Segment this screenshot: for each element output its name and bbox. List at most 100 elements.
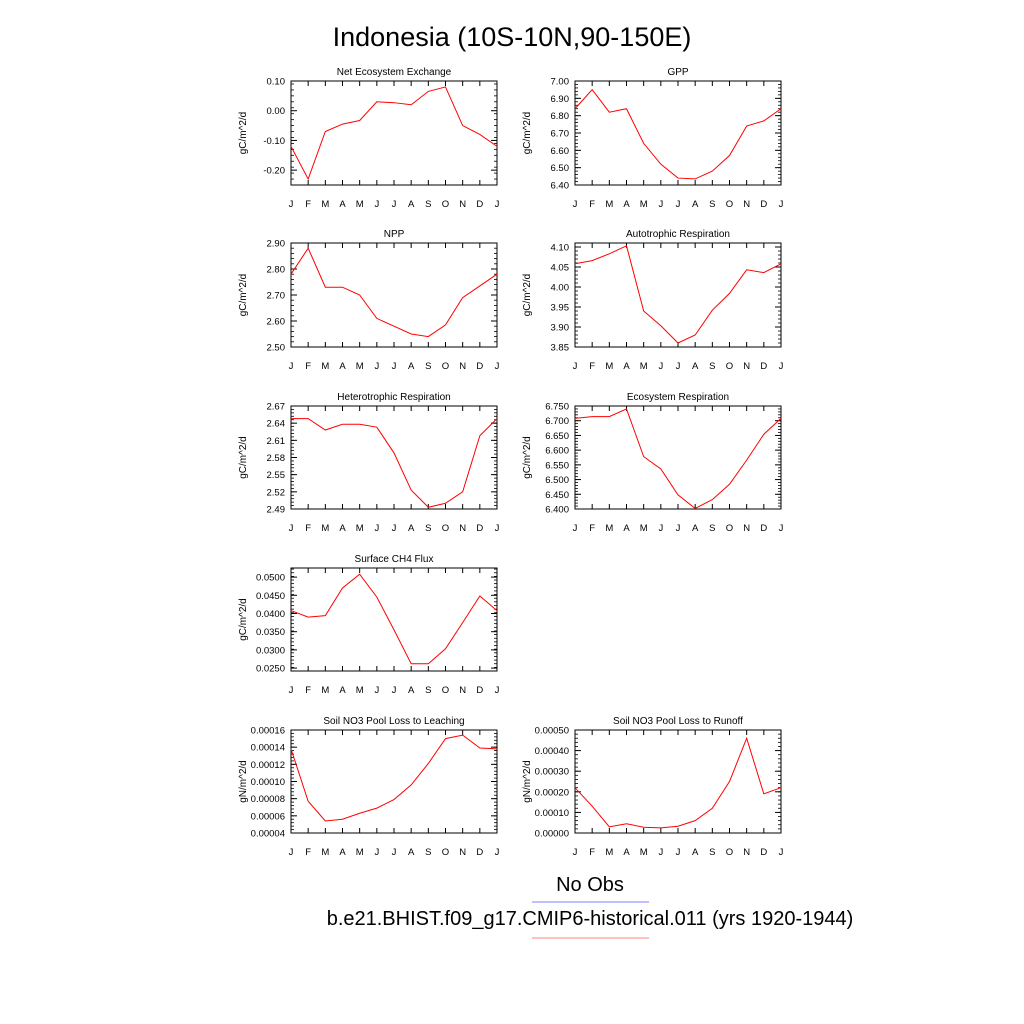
series-line <box>574 408 782 510</box>
x-tick-label: O <box>726 199 733 210</box>
panel-title: Soil NO3 Pool Loss to Runoff <box>613 716 743 727</box>
x-tick-label: J <box>658 361 663 372</box>
y-axis-label: gC/m^2/d <box>238 112 249 155</box>
y-tick-label: 6.650 <box>545 431 569 442</box>
y-tick-label: 7.00 <box>551 77 570 88</box>
y-tick-label: 2.60 <box>267 317 286 328</box>
x-tick-label: S <box>709 361 715 372</box>
x-tick-label: A <box>408 523 415 534</box>
y-tick-label: 6.600 <box>545 446 569 457</box>
y-tick-label: 0.10 <box>267 77 286 88</box>
x-tick-label: J <box>676 847 681 858</box>
y-axis-label: gC/m^2/d <box>238 274 249 317</box>
x-tick-label: A <box>623 199 630 210</box>
y-axis-label: gN/m^2/d <box>238 760 249 803</box>
x-tick-label: F <box>589 361 595 372</box>
x-tick-label: J <box>392 685 397 696</box>
x-tick-label: A <box>623 847 630 858</box>
x-tick-label: M <box>605 199 613 210</box>
y-tick-label: 2.64 <box>267 419 286 430</box>
plot-frame <box>290 567 498 672</box>
x-tick-label: D <box>476 523 483 534</box>
x-tick-label: D <box>476 847 483 858</box>
y-tick-label: 0.00 <box>267 106 286 117</box>
y-tick-label: 4.10 <box>551 243 570 254</box>
x-tick-label: N <box>743 847 750 858</box>
x-tick-label: J <box>779 199 784 210</box>
series-line <box>290 573 498 665</box>
y-axis-label: gC/m^2/d <box>238 436 249 479</box>
y-tick-label: 0.00040 <box>535 746 569 757</box>
x-tick-label: J <box>374 361 379 372</box>
y-tick-label: 2.70 <box>267 291 286 302</box>
series-line <box>291 418 498 508</box>
x-tick-label: J <box>779 361 784 372</box>
x-tick-label: J <box>495 847 500 858</box>
x-tick-label: S <box>709 523 715 534</box>
x-tick-label: J <box>573 523 578 534</box>
x-tick-label: O <box>442 523 449 534</box>
y-tick-label: 0.0350 <box>256 627 285 638</box>
panel-title: Soil NO3 Pool Loss to Leaching <box>323 716 464 727</box>
x-tick-label: J <box>495 685 500 696</box>
x-tick-label: M <box>640 361 648 372</box>
plot-frame <box>574 729 782 834</box>
y-tick-label: 0.00030 <box>535 767 569 778</box>
x-tick-label: J <box>374 847 379 858</box>
x-tick-label: F <box>305 523 311 534</box>
x-tick-label: O <box>442 361 449 372</box>
x-tick-label: M <box>605 361 613 372</box>
x-tick-label: O <box>442 847 449 858</box>
y-tick-label: 0.00008 <box>251 794 285 805</box>
plot-frame <box>574 80 782 186</box>
x-tick-label: M <box>640 199 648 210</box>
y-tick-label: 0.0500 <box>256 573 285 584</box>
x-tick-label: O <box>442 685 449 696</box>
x-tick-label: F <box>589 523 595 534</box>
y-tick-label: 2.55 <box>267 470 286 481</box>
y-tick-label: 2.61 <box>267 436 286 447</box>
x-tick-label: M <box>640 523 648 534</box>
page-title: Indonesia (10S-10N,90-150E) <box>333 22 692 52</box>
y-axis-label: gC/m^2/d <box>522 436 533 479</box>
x-tick-label: M <box>356 847 364 858</box>
x-tick-label: N <box>743 361 750 372</box>
x-tick-label: N <box>459 199 466 210</box>
x-tick-label: N <box>743 199 750 210</box>
series-line <box>290 247 498 338</box>
y-tick-label: 0.0400 <box>256 609 285 620</box>
panel-title: Heterotrophic Respiration <box>337 392 450 403</box>
x-tick-label: A <box>339 847 346 858</box>
x-tick-label: D <box>476 685 483 696</box>
x-tick-label: M <box>605 523 613 534</box>
x-tick-label: J <box>676 523 681 534</box>
x-tick-label: O <box>726 361 733 372</box>
x-tick-label: O <box>726 523 733 534</box>
plot-frame <box>574 405 782 510</box>
y-tick-label: 0.00010 <box>535 808 569 819</box>
x-tick-label: J <box>392 847 397 858</box>
y-tick-label: 6.500 <box>545 475 569 486</box>
x-tick-label: A <box>623 361 630 372</box>
x-tick-label: J <box>495 199 500 210</box>
x-tick-label: N <box>743 523 750 534</box>
x-tick-label: F <box>305 199 311 210</box>
y-tick-label: 0.00006 <box>251 811 285 822</box>
plot-frame <box>290 80 498 186</box>
x-tick-label: O <box>442 199 449 210</box>
x-tick-label: A <box>408 847 415 858</box>
y-tick-label: 6.750 <box>545 402 569 413</box>
x-tick-label: A <box>339 523 346 534</box>
legend-model-label: b.e21.BHIST.f09_g17.CMIP6-historical.011… <box>327 908 854 930</box>
y-tick-label: 0.0300 <box>256 645 285 656</box>
panel-title: GPP <box>667 67 688 78</box>
x-tick-label: M <box>321 523 329 534</box>
y-tick-label: 6.550 <box>545 460 569 471</box>
y-axis-label: gC/m^2/d <box>238 598 249 641</box>
x-tick-label: S <box>425 199 431 210</box>
